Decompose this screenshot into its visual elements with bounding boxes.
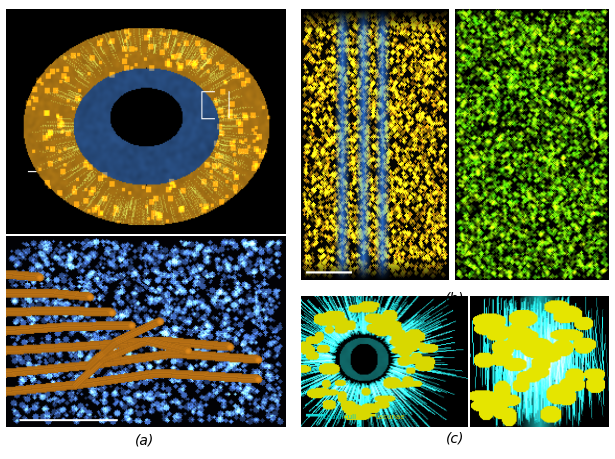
Text: (a): (a) <box>135 433 154 448</box>
Text: Lacunae: Lacunae <box>375 414 405 420</box>
Text: (c): (c) <box>446 431 464 445</box>
Text: Canaliculi: Canaliculi <box>323 414 357 420</box>
Text: (b): (b) <box>445 291 465 306</box>
